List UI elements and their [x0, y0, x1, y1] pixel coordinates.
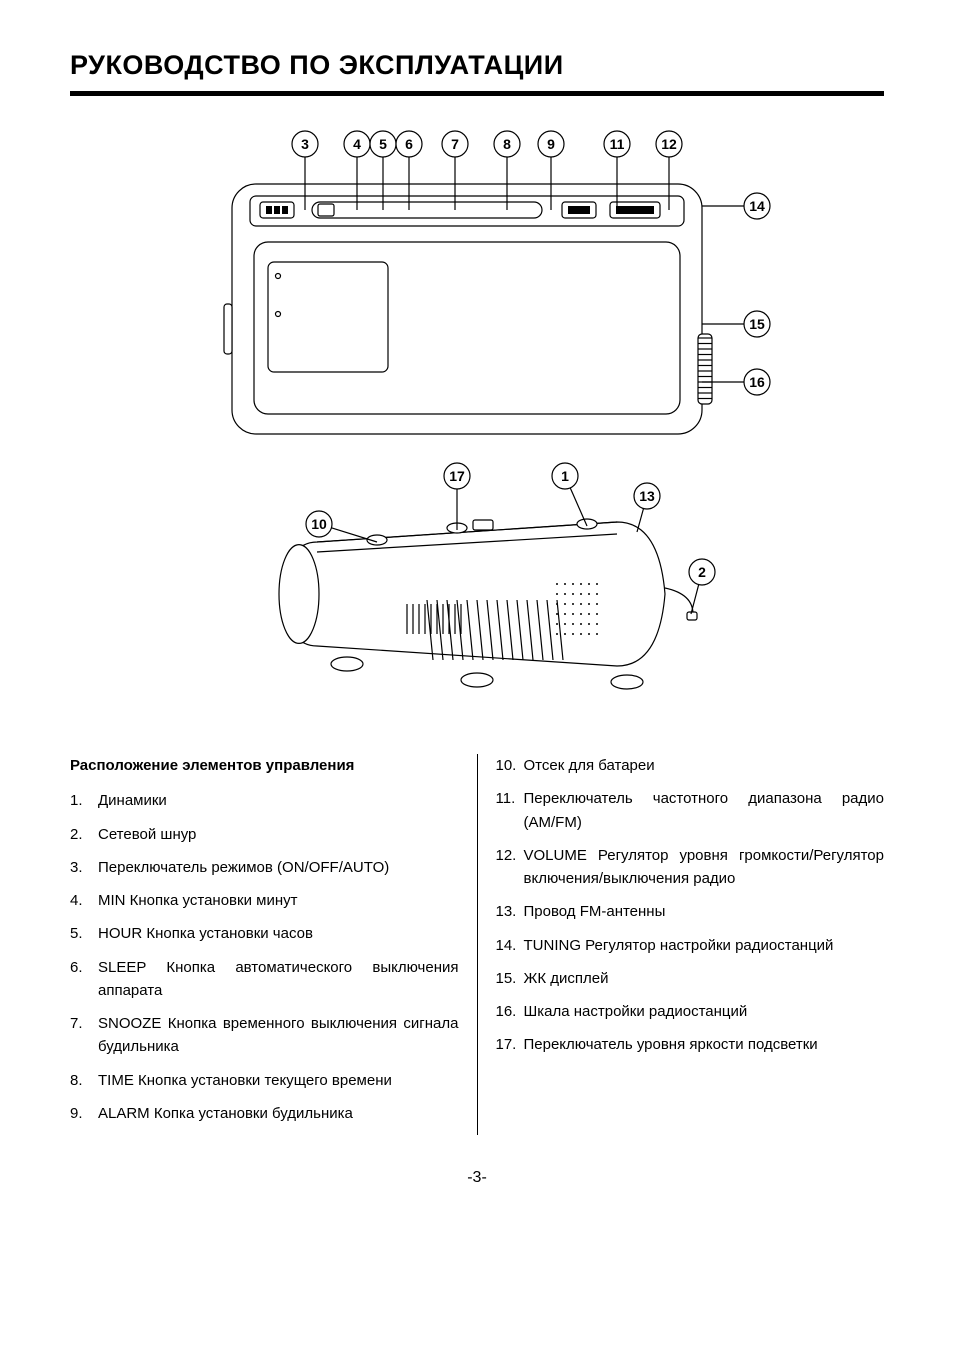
svg-text:9: 9 — [547, 136, 555, 152]
control-item-text: VOLUME Регулятор уровня громкости/Регуля… — [524, 847, 885, 887]
svg-text:10: 10 — [311, 516, 327, 532]
control-item-number: 9. — [70, 1102, 83, 1125]
control-item-number: 10. — [496, 754, 517, 777]
control-item: 1. Динамики — [70, 789, 459, 812]
control-item: 10. Отсек для батареи — [496, 754, 885, 777]
svg-text:11: 11 — [610, 136, 625, 152]
page-number: -3- — [70, 1169, 884, 1187]
control-item-text: Шкала настройки радиостанций — [524, 1003, 748, 1020]
control-item: 14. TUNING Регулятор настройки радиостанц… — [496, 934, 885, 957]
control-item-number: 12. — [496, 844, 517, 867]
control-item-text: Переключатель частотного диапазона радио… — [524, 790, 885, 830]
control-item: 9. ALARM Копка установки будильника — [70, 1102, 459, 1125]
control-item-number: 3. — [70, 856, 83, 879]
control-item-text: TIME Кнопка установки текущего времени — [98, 1072, 392, 1089]
control-item-number: 1. — [70, 789, 83, 812]
controls-list-left: 1. Динамики 2. Сетевой шнур 3. Переключатель … — [70, 789, 459, 1125]
svg-text:7: 7 — [451, 136, 459, 152]
title-rule — [70, 91, 884, 96]
control-item-text: Динамики — [98, 792, 167, 809]
svg-text:12: 12 — [661, 136, 677, 152]
svg-text:6: 6 — [405, 136, 413, 152]
control-item-text: Переключатель режимов (ON/OFF/AUTO) — [98, 859, 389, 876]
control-item-text: MIN Кнопка установки минут — [98, 892, 297, 909]
controls-list-right: 10. Отсек для батареи 11. Переключатель час… — [496, 754, 885, 1057]
control-item: 6. SLEEP Кнопка автоматического выключени… — [70, 956, 459, 1003]
control-item: 16. Шкала настройки радиостанций — [496, 1000, 885, 1023]
control-item: 15. ЖК дисплей — [496, 967, 885, 990]
svg-text:3: 3 — [301, 136, 309, 152]
control-item-number: 13. — [496, 900, 517, 923]
control-item: 5. HOUR Кнопка установки часов — [70, 922, 459, 945]
controls-col-left: Расположение элементов управления 1. Дина… — [70, 754, 477, 1135]
control-item-number: 17. — [496, 1033, 517, 1056]
svg-text:15: 15 — [749, 316, 765, 332]
svg-text:8: 8 — [503, 136, 511, 152]
control-item-text: ЖК дисплей — [524, 970, 609, 987]
control-item: 2. Сетевой шнур — [70, 823, 459, 846]
product-diagram: 3 4 5 6 7 8 9 11 12 14 15 16 17 1 13 10 2 — [157, 124, 797, 724]
svg-text:4: 4 — [353, 136, 361, 152]
diagram-svg: 3 4 5 6 7 8 9 11 12 14 15 16 17 1 13 10 2 — [157, 124, 797, 724]
svg-text:16: 16 — [749, 374, 765, 390]
control-item-text: TUNING Регулятор настройки радиостанций — [524, 937, 834, 954]
control-item: 8. TIME Кнопка установки текущего времени — [70, 1069, 459, 1092]
control-item: 3. Переключатель режимов (ON/OFF/AUTO) — [70, 856, 459, 879]
control-item: 12. VOLUME Регулятор уровня громкости/Рег… — [496, 844, 885, 891]
control-item-text: Отсек для батареи — [524, 757, 655, 774]
controls-col-right: 10. Отсек для батареи 11. Переключатель час… — [477, 754, 885, 1135]
svg-text:2: 2 — [698, 564, 706, 580]
control-item: 11. Переключатель частотного диапазона ра… — [496, 787, 885, 834]
control-item-number: 11. — [496, 787, 516, 810]
control-item: 13. Провод FM-антенны — [496, 900, 885, 923]
control-item-text: SLEEP Кнопка автоматического выключения … — [98, 959, 459, 999]
section-title: Расположение элементов управления — [70, 754, 459, 777]
controls-columns: Расположение элементов управления 1. Дина… — [70, 754, 884, 1135]
svg-text:13: 13 — [639, 488, 655, 504]
control-item: 7. SNOOZE Кнопка временного выключения си… — [70, 1012, 459, 1059]
page-title: РУКОВОДСТВО ПО ЭКСПЛУАТАЦИИ — [70, 50, 884, 81]
control-item-text: Провод FM-антенны — [524, 903, 666, 920]
control-item-number: 14. — [496, 934, 517, 957]
control-item-number: 4. — [70, 889, 83, 912]
control-item-number: 8. — [70, 1069, 83, 1092]
control-item-text: Сетевой шнур — [98, 826, 196, 843]
control-item-number: 16. — [496, 1000, 517, 1023]
control-item-text: ALARM Копка установки будильника — [98, 1105, 353, 1122]
control-item-number: 2. — [70, 823, 83, 846]
control-item-text: SNOOZE Кнопка временного выключения сигн… — [98, 1015, 459, 1055]
svg-text:17: 17 — [449, 468, 465, 484]
control-item-number: 5. — [70, 922, 83, 945]
svg-text:14: 14 — [749, 198, 765, 214]
control-item-text: Переключатель уровня яркости подсветки — [524, 1036, 818, 1053]
control-item-number: 6. — [70, 956, 83, 979]
svg-text:5: 5 — [379, 136, 387, 152]
control-item-text: HOUR Кнопка установки часов — [98, 925, 313, 942]
control-item-number: 7. — [70, 1012, 83, 1035]
svg-text:1: 1 — [561, 468, 569, 484]
control-item-number: 15. — [496, 967, 517, 990]
control-item: 17. Переключатель уровня яркости подсветк… — [496, 1033, 885, 1056]
control-item: 4. MIN Кнопка установки минут — [70, 889, 459, 912]
